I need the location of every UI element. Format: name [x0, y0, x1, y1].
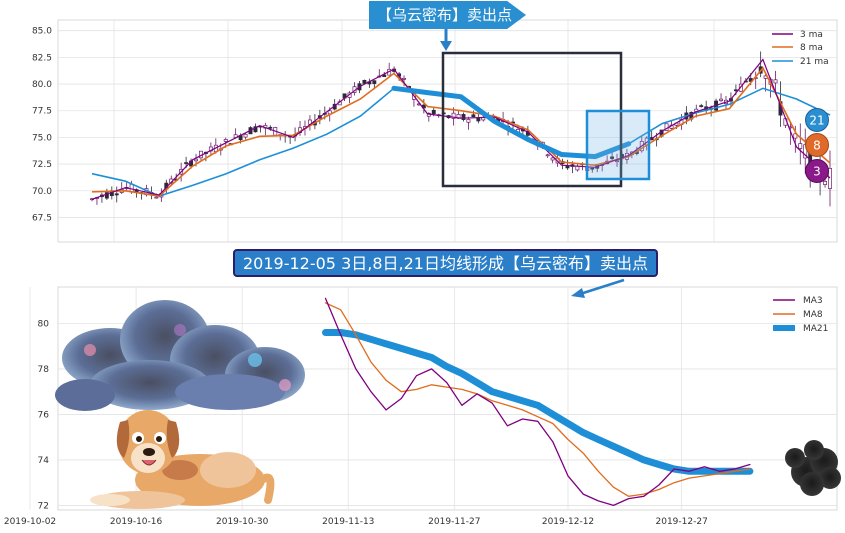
y-tick-label: 80.0 [32, 80, 52, 90]
sell-zone-box [441, 51, 623, 188]
series-line-8-ma [91, 66, 831, 197]
candle-body [362, 79, 367, 84]
x-tick-label: 2019-12-27 [656, 517, 708, 527]
candle-body [154, 196, 159, 199]
candle-body [793, 133, 798, 139]
y-tick-label: 78 [38, 365, 50, 375]
candle-body [243, 133, 248, 138]
candle-body [828, 168, 832, 189]
candle-body [402, 77, 406, 80]
top-gridlines [58, 20, 837, 242]
marker-3 [805, 159, 829, 183]
candle-body [461, 114, 466, 120]
y-tick-label: 74 [38, 456, 50, 466]
candle-body [104, 192, 109, 199]
ma-markers: 21 8 3 [805, 108, 829, 183]
x-tick-label: 2019-12-12 [542, 517, 594, 527]
candle-body [476, 117, 481, 122]
bottom-y-axis: 72 74 76 78 80 [38, 319, 50, 511]
candle-body [798, 143, 803, 149]
candle-body [382, 74, 387, 78]
bottom-chart: 72 74 76 78 80 2019-10-02 2019-10-16 2019-10-3… [4, 278, 841, 527]
sell-signal-banner: 【乌云密布】卖出点 [369, 1, 526, 29]
candle-body [372, 80, 377, 84]
y-tick-label: 72.5 [32, 160, 52, 170]
marker-21 [805, 108, 829, 132]
candle-body [194, 158, 198, 162]
y-tick-label: 70.0 [32, 187, 52, 197]
candle-body [431, 109, 436, 115]
y-tick-label: 76 [38, 410, 50, 420]
bottom-legend: MA3 MA8 MA21 [773, 296, 828, 334]
candle-body [223, 139, 228, 142]
y-tick-label: 77.5 [32, 107, 52, 117]
candle-body [590, 167, 595, 170]
x-tick-label: 2019-11-27 [428, 517, 480, 527]
candle-body [184, 162, 189, 164]
top-y-axis: 67.5 70.0 72.5 75.0 77.5 80.0 82.5 85.0 [32, 27, 52, 224]
storm-cloud-icon [55, 300, 305, 411]
down-arrow-icon [440, 26, 452, 51]
y-tick-label: 67.5 [32, 213, 52, 223]
x-tick-label: 2019-11-13 [322, 517, 374, 527]
legend-label: MA8 [803, 310, 823, 320]
top-ma-lines [91, 58, 831, 200]
legend-label: MA3 [803, 296, 823, 306]
bottom-ma-lines [322, 297, 754, 507]
series-line-MA3 [324, 297, 751, 507]
cross-zone-box [585, 109, 651, 181]
top-chart: 67.5 70.0 72.5 75.0 77.5 80.0 82.5 85.0 3 ma 8 … [32, 19, 838, 243]
marker-3-label: 3 [813, 165, 821, 179]
x-tick-label: 2019-10-16 [110, 517, 163, 527]
candle-body [733, 89, 738, 92]
dog-icon [90, 410, 275, 509]
y-tick-label: 80 [38, 319, 50, 329]
y-tick-label: 85.0 [32, 27, 52, 37]
marker-8-label: 8 [813, 139, 821, 153]
candle-body [550, 157, 555, 161]
legend-label: 21 ma [800, 57, 829, 67]
candle-body [773, 79, 778, 84]
y-tick-label: 82.5 [32, 53, 52, 63]
y-tick-label: 75.0 [32, 133, 52, 143]
ma21-highlight [391, 85, 632, 160]
candle-body [268, 126, 273, 129]
series-line-MA8 [324, 302, 751, 497]
pointer-arrow-icon [571, 278, 625, 298]
candle-body [823, 181, 827, 185]
legend-label: 8 ma [800, 43, 823, 53]
series-line-3-ma [91, 58, 831, 200]
candle-body [610, 156, 615, 159]
x-tick-label: 2019-10-02 [4, 517, 56, 527]
candle-body [114, 193, 119, 196]
candle-body [699, 105, 704, 107]
candle-body [451, 112, 456, 119]
x-tick-label: 2019-10-30 [216, 517, 269, 527]
bottom-x-axis: 2019-10-02 2019-10-16 2019-10-30 2019-11-13… [4, 517, 708, 527]
y-tick-label: 72 [38, 501, 49, 511]
legend-label: MA21 [803, 324, 828, 334]
legend-label: 3 ma [800, 30, 823, 40]
top-legend: 3 ma 8 ma 21 ma [772, 30, 829, 67]
candle-body [719, 98, 723, 101]
marker-21-label: 21 [809, 114, 824, 128]
candle-body [471, 114, 476, 118]
dark-cloud-icon [785, 440, 841, 496]
candle-body [466, 119, 471, 123]
sell-signal-description: 2019-12-05 3日,8日,21日均线形成【乌云密布】卖出点 [233, 249, 658, 277]
candle-body [545, 154, 550, 157]
marker-8 [805, 133, 829, 157]
candle-body [615, 160, 619, 163]
